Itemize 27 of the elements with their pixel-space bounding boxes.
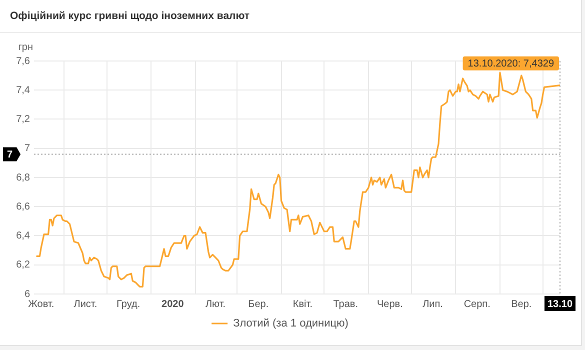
ref-line-label: 7 <box>7 149 13 160</box>
x-tick-label: Вер. <box>511 298 532 310</box>
x-tick-label: Лист. <box>74 298 98 310</box>
legend-label: Злотий (за 1 одиницю) <box>233 318 348 330</box>
x-tick-label: Лют. <box>205 298 226 310</box>
x-tick-label: Квіт. <box>292 298 313 310</box>
x-tick-label: Жовт. <box>28 298 54 310</box>
x-tick-label: Лип. <box>422 298 443 310</box>
x-tick-label: Бер. <box>248 298 269 310</box>
y-tick-label: 6,6 <box>16 201 30 212</box>
y-tick-label: 7,2 <box>16 114 30 125</box>
x-tick-label: Трав. <box>333 298 358 310</box>
y-axis-title: грн <box>18 42 33 53</box>
x-tick-label: Черв. <box>376 298 403 310</box>
y-tick-label: 7 <box>24 143 30 154</box>
y-tick-label: 6,8 <box>16 172 30 184</box>
y-tick-label: 6,2 <box>16 260 30 271</box>
y-tick-label: 7,4 <box>16 84 30 96</box>
x-tick-label: 13.10 <box>547 298 573 310</box>
y-tick-label: 6 <box>24 288 30 300</box>
chart-title: Офіційний курс гривні щодо іноземних валют <box>10 10 250 23</box>
annotation: 13.10.2020: 7,4329 <box>468 58 554 70</box>
x-tick-label: Груд. <box>116 298 140 310</box>
x-tick-label: Серп. <box>464 298 490 310</box>
x-tick-label: 2020 <box>162 298 184 310</box>
y-tick-label: 6,4 <box>16 230 30 242</box>
y-tick-label: 7,6 <box>16 56 30 67</box>
